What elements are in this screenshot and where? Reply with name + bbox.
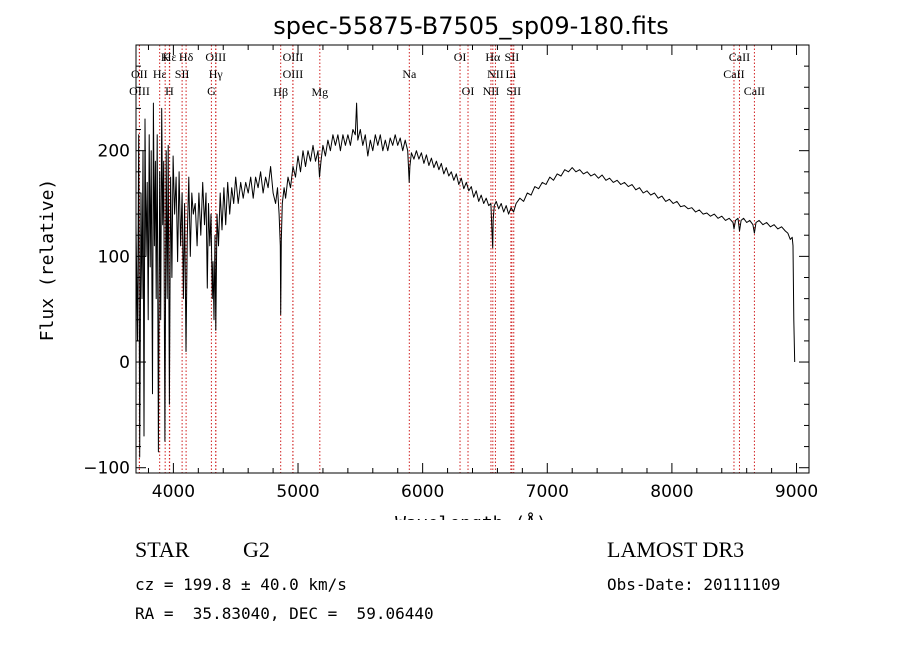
line-label-7: SII	[175, 67, 190, 81]
line-label-2: Hδ	[179, 50, 194, 64]
line-label-24: CaII	[729, 50, 750, 64]
line-label-19: SII	[505, 50, 520, 64]
x-tick-label-7000: 7000	[526, 482, 569, 502]
x-tick-label-8000: 8000	[650, 482, 693, 502]
line-label-6: H	[165, 84, 174, 98]
line-label-14: Mg	[311, 85, 328, 99]
object-class: STAR	[135, 537, 190, 562]
x-axis-label: Wavelength (Å)	[395, 512, 547, 520]
line-label-13: Hβ	[273, 85, 288, 99]
spectrum-chart: spec-55875-B7505_sp09-180.fits Hε K Hδ OII O…	[37, 12, 818, 520]
y-tick-label--100: −100	[83, 459, 130, 479]
line-label-11: OIII	[283, 50, 304, 64]
x-tick-label-6000: 6000	[401, 482, 444, 502]
chart-title: spec-55875-B7505_sp09-180.fits	[273, 12, 668, 40]
survey-name: LAMOST DR3	[607, 537, 745, 562]
line-label-3: OII	[131, 67, 148, 81]
line-label-12: OIII	[283, 67, 304, 81]
line-label-5: Hε	[153, 67, 167, 81]
line-label-8: OIII	[205, 50, 226, 64]
line-label-17: OI	[462, 84, 475, 98]
line-label-4: OIII	[129, 84, 150, 98]
line-label-22: NII	[483, 84, 500, 98]
line-label-16: OI	[454, 50, 467, 64]
x-tick-label-4000: 4000	[152, 482, 195, 502]
line-label-18: Hα	[485, 50, 501, 64]
x-tick-label-5000: 5000	[276, 482, 319, 502]
plot-frame	[135, 44, 810, 474]
line-label-9: Hγ	[209, 67, 224, 81]
sky-coordinates: RA = 35.83040, DEC = 59.06440	[135, 604, 434, 623]
spectral-line-markers	[138, 45, 755, 473]
line-label-23: SII	[506, 84, 521, 98]
y-tick-label-200: 200	[98, 142, 130, 162]
line-label-25: CaII	[723, 67, 744, 81]
line-label-20: NII	[487, 67, 504, 81]
line-label-21: Li	[506, 67, 517, 81]
y-tick-label-0: 0	[119, 353, 130, 373]
observation-date: Obs-Date: 20111109	[607, 575, 781, 594]
y-tick-label-100: 100	[98, 247, 130, 267]
line-label-10: G	[207, 84, 216, 98]
x-tick-label-9000: 9000	[775, 482, 818, 502]
y-axis-ticks: −100 0 100 200	[83, 65, 809, 479]
spectrum-line	[135, 102, 796, 458]
x-axis-ticks: 4000 5000 6000 7000 8000 9000	[147, 45, 818, 502]
line-label-1: K	[161, 50, 170, 64]
redshift-readout: cz = 199.8 ± 40.0 km/s	[135, 575, 347, 594]
line-label-26: CaII	[744, 84, 765, 98]
y-axis-label: Flux (relative)	[37, 179, 58, 342]
line-label-15: Na	[402, 67, 417, 81]
spectral-subclass: G2	[243, 537, 270, 562]
